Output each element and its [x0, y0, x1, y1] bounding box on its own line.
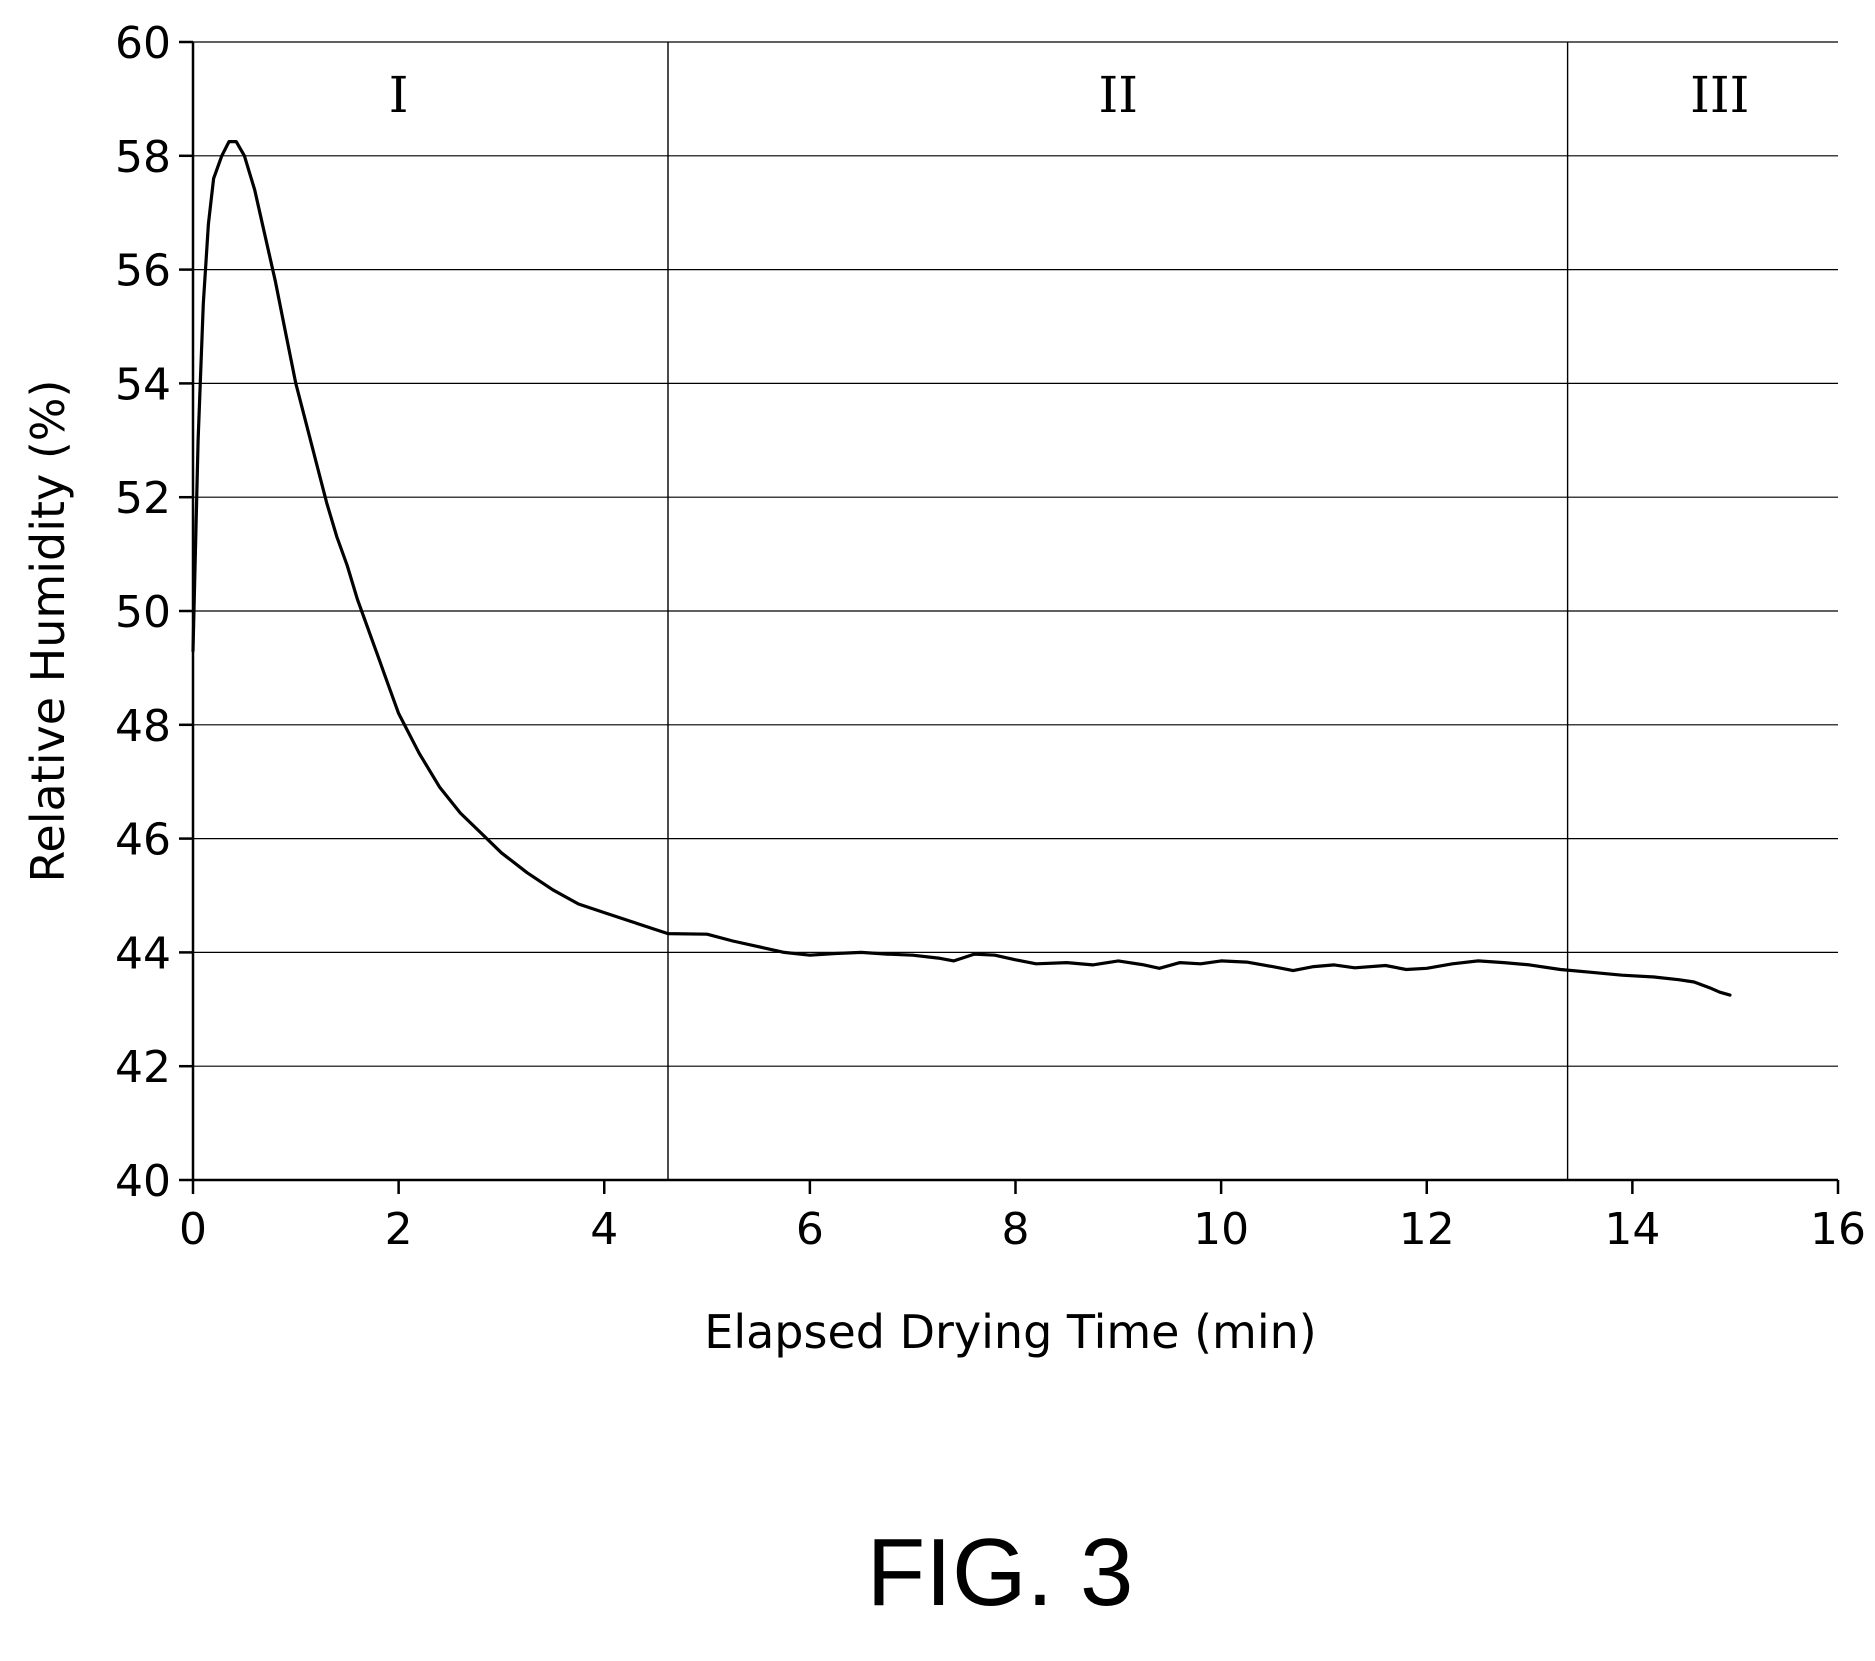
x-tick-label-8: 8: [1002, 1204, 1030, 1255]
x-tick-label-4: 4: [590, 1204, 618, 1255]
y-axis-label: Relative Humidity (%): [21, 380, 75, 883]
x-axis-label: Elapsed Drying Time (min): [704, 1305, 1316, 1359]
y-tick-label-48: 48: [115, 701, 171, 752]
y-tick-label-60: 60: [115, 18, 171, 69]
series-line-1: [191, 140, 1732, 997]
x-tick-label-16: 16: [1810, 1204, 1866, 1255]
x-tick-label-10: 10: [1193, 1204, 1249, 1255]
region-label-i: I: [389, 66, 409, 124]
y-tick-label-40: 40: [115, 1156, 171, 1207]
region-label-ii: II: [1099, 66, 1139, 124]
region-layer: [667, 42, 1569, 1180]
figure-caption: FIG. 3: [867, 1519, 1134, 1626]
axis-layer: [179, 40, 1840, 1194]
y-tick-label-52: 52: [115, 473, 171, 524]
y-tick-label-46: 46: [115, 815, 171, 866]
y-tick-label-56: 56: [115, 246, 171, 297]
y-tick-label-58: 58: [115, 132, 171, 183]
y-tick-label-42: 42: [115, 1042, 171, 1093]
x-tick-label-6: 6: [796, 1204, 824, 1255]
y-tick-label-54: 54: [115, 359, 171, 410]
y-tick-label-44: 44: [115, 928, 171, 979]
region-label-iii: III: [1690, 66, 1749, 124]
x-tick-label-12: 12: [1399, 1204, 1455, 1255]
x-tick-label-2: 2: [385, 1204, 413, 1255]
x-tick-label-0: 0: [179, 1204, 207, 1255]
y-tick-label-50: 50: [115, 587, 171, 638]
grid-layer: [193, 41, 1838, 1067]
x-tick-label-14: 14: [1604, 1204, 1660, 1255]
series-layer: [191, 140, 1732, 997]
